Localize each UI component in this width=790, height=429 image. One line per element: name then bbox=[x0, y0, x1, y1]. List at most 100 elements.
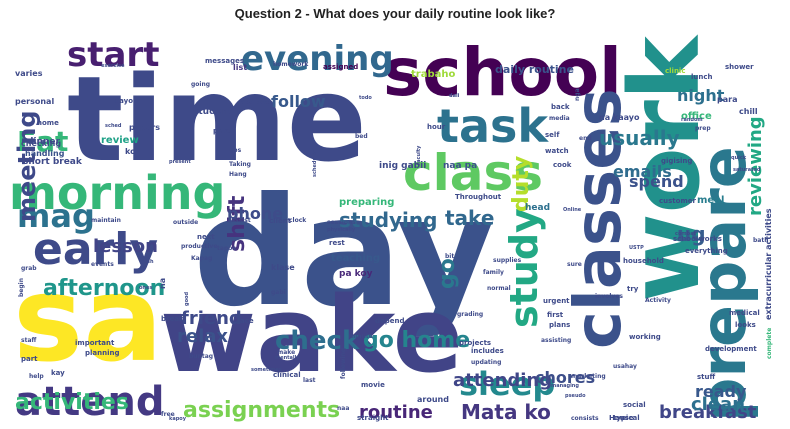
word-personal: personal bbox=[15, 97, 55, 106]
word-inig-gabii: inig gabii bbox=[379, 161, 427, 171]
word-straight: straight bbox=[357, 414, 389, 422]
word-eat: Eat bbox=[17, 125, 69, 158]
word-review: review bbox=[101, 135, 139, 146]
word-chores: chores bbox=[535, 368, 596, 387]
word-throughout: Throughout bbox=[455, 193, 502, 201]
word-gigising: gigising bbox=[661, 157, 693, 165]
word-mag: mag bbox=[17, 197, 95, 235]
word-task: task bbox=[437, 99, 549, 153]
word-maintain: maintain bbox=[91, 217, 121, 224]
word-ones: ones bbox=[139, 285, 153, 291]
word-managing: managing bbox=[551, 383, 579, 389]
word-study: study bbox=[502, 208, 546, 328]
word-class: class bbox=[403, 144, 544, 202]
word-start: start bbox=[67, 35, 160, 75]
word-emails: emails bbox=[613, 162, 672, 181]
word-usually: usually bbox=[599, 126, 680, 150]
word-dinner: dinner bbox=[27, 137, 60, 147]
word-check: check bbox=[275, 326, 360, 356]
word-evening: evening bbox=[241, 39, 394, 79]
word-relax: relax bbox=[177, 326, 229, 347]
word-checking: checking bbox=[21, 139, 62, 148]
word-present: present bbox=[169, 159, 191, 165]
word-tapos: tapos bbox=[217, 245, 236, 252]
word-homework: homework bbox=[273, 61, 309, 68]
word-morning: morning bbox=[9, 166, 226, 220]
word-clinic: clinic bbox=[665, 67, 686, 75]
word-pero: pero bbox=[213, 127, 232, 135]
word-go: go bbox=[435, 258, 460, 289]
word-sa: sa bbox=[13, 250, 163, 388]
word-dali: dali bbox=[449, 93, 460, 99]
word-sessions: sessions bbox=[327, 219, 356, 226]
word-social: social bbox=[623, 401, 646, 409]
word-sched: sched bbox=[105, 123, 122, 129]
word-family: family bbox=[483, 269, 504, 276]
word-media: media bbox=[549, 115, 570, 122]
word-todo: todo bbox=[359, 95, 372, 101]
word-office: office bbox=[681, 111, 712, 122]
word-buntag: buntag bbox=[189, 353, 214, 360]
word-updating: updating bbox=[471, 359, 502, 366]
word-bed: bed bbox=[355, 133, 368, 140]
word-scheduled: scheduled bbox=[312, 148, 318, 177]
word-assignments: assignments bbox=[183, 398, 341, 423]
word-important: important bbox=[75, 339, 115, 347]
word-friend: friend bbox=[181, 308, 242, 329]
word-everything: everything bbox=[685, 247, 728, 255]
word-clinical: clinical bbox=[273, 371, 301, 379]
word-development: development bbox=[705, 345, 757, 353]
word-clean: clean bbox=[691, 394, 746, 415]
word-random: random bbox=[681, 117, 703, 123]
word-sometimes: sometimes bbox=[251, 367, 282, 373]
word-normal: normal bbox=[487, 285, 511, 292]
word-teaching: teaching bbox=[331, 253, 381, 264]
word-schoolworks: schoolworks bbox=[673, 235, 722, 243]
word-phone: phone bbox=[227, 204, 284, 223]
word-begin: begin bbox=[18, 278, 25, 297]
word-usahay: usahay bbox=[613, 363, 637, 370]
word-wake: wake bbox=[160, 274, 464, 396]
word-rush: rush bbox=[141, 259, 154, 265]
word-preparing: preparing bbox=[339, 197, 395, 208]
word-self: self bbox=[545, 131, 560, 139]
word-back: back bbox=[551, 103, 570, 111]
word-lunch: lunch bbox=[691, 73, 713, 81]
word-assigned: assigned bbox=[323, 63, 359, 71]
word-plans: plans bbox=[549, 321, 571, 329]
word-good: good bbox=[184, 291, 190, 306]
word-medical: medical bbox=[729, 309, 760, 317]
word-kapoy: kapoy bbox=[169, 416, 186, 422]
word-meal: meal bbox=[697, 195, 725, 206]
word-kapag: Kapag bbox=[191, 255, 213, 262]
word-customer: customer bbox=[659, 197, 696, 205]
word-klase: klase bbox=[271, 263, 295, 272]
word-na-kaayo: na kaayo bbox=[599, 113, 640, 122]
word-kay: kay bbox=[51, 369, 65, 377]
word-involves: involves bbox=[595, 293, 623, 300]
word-ustp: USTP bbox=[629, 245, 644, 251]
word-end: end bbox=[579, 135, 592, 142]
word-bit: bit bbox=[445, 253, 455, 260]
word-first: first bbox=[547, 311, 564, 319]
word-break: break bbox=[161, 315, 184, 323]
word-pa-koy: pa koy bbox=[339, 269, 373, 279]
word-go-home: go home bbox=[363, 328, 471, 353]
word-attending: attending bbox=[453, 370, 553, 391]
word-sleep: sleep bbox=[459, 365, 556, 403]
word-projects: projects bbox=[459, 339, 492, 347]
word-saturated: saturated bbox=[733, 167, 761, 173]
word-marketing: marketing bbox=[571, 373, 606, 380]
word-varies: varies bbox=[15, 69, 43, 78]
word-mata-ko: Mata ko bbox=[461, 400, 551, 424]
word-looks: looks bbox=[735, 321, 756, 329]
word-planning: planning bbox=[85, 349, 120, 357]
word-working: working bbox=[629, 333, 661, 341]
word-client: client bbox=[269, 217, 292, 225]
word-exercise: exercise bbox=[101, 63, 125, 69]
chart-title: Question 2 - What does your daily routin… bbox=[234, 6, 556, 21]
word-rest: rest bbox=[329, 239, 345, 247]
word-depend: depend bbox=[375, 317, 405, 325]
word-breakfast: breakfast bbox=[659, 402, 757, 423]
word-online: Online bbox=[563, 207, 582, 213]
